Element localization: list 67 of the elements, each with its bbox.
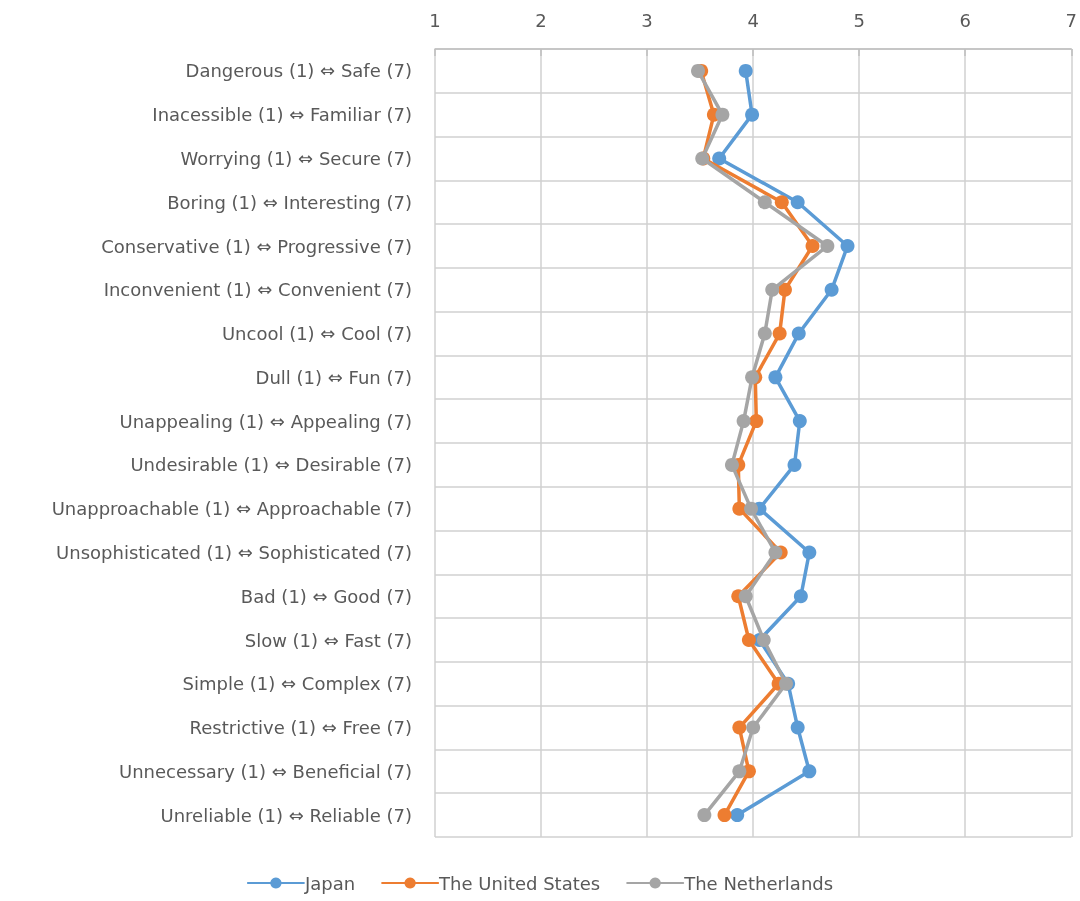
point	[724, 457, 739, 472]
point	[746, 720, 761, 735]
point	[732, 764, 747, 779]
y-tick-label: Restrictive (1) ⇔ Free (7)	[189, 717, 412, 739]
point	[717, 808, 732, 823]
point	[791, 326, 806, 341]
x-tick-label: 7	[1065, 9, 1077, 31]
y-tick-label: Unsophisticated (1) ⇔ Sophisticated (7)	[56, 541, 412, 563]
y-tick-label: Unreliable (1) ⇔ Reliable (7)	[160, 804, 412, 826]
point	[757, 326, 772, 341]
y-tick-label: Slow (1) ⇔ Fast (7)	[244, 629, 412, 651]
x-tick-label: 4	[747, 9, 759, 31]
point	[820, 239, 835, 253]
x-tick-label: 3	[641, 9, 653, 31]
y-tick-label: Undesirable (1) ⇔ Desirable (7)	[130, 454, 412, 476]
point	[756, 633, 771, 647]
y-tick-label: Dull (1) ⇔ Fun (7)	[255, 366, 412, 388]
point	[793, 589, 808, 604]
point	[824, 282, 839, 297]
point	[745, 107, 760, 122]
point	[757, 195, 772, 210]
point	[792, 414, 807, 429]
point	[732, 720, 747, 735]
point	[715, 107, 730, 122]
point	[732, 501, 747, 516]
y-tick-label: Dangerous (1) ⇔ Safe (7)	[185, 60, 412, 82]
point	[738, 63, 753, 78]
legend-label: The United States	[438, 872, 601, 894]
x-tick-label: 2	[535, 9, 547, 31]
point	[790, 720, 805, 735]
point	[777, 282, 792, 297]
point	[738, 589, 753, 604]
y-tick-label: Worrying (1) ⇔ Secure (7)	[180, 147, 412, 169]
point	[774, 195, 789, 210]
y-tick-label: Unnecessary (1) ⇔ Beneficial (7)	[118, 760, 412, 782]
y-tick-label: Conservative (1) ⇔ Progressive (7)	[101, 235, 412, 257]
point	[802, 764, 817, 779]
y-tick-label: Simple (1) ⇔ Complex (7)	[182, 673, 412, 695]
point	[772, 326, 787, 341]
y-tick-label: Boring (1) ⇔ Interesting (7)	[167, 191, 412, 213]
y-tick-label: Inacessible (1) ⇔ Familiar (7)	[152, 104, 412, 126]
point	[765, 282, 780, 297]
point	[768, 370, 783, 385]
point	[730, 808, 745, 823]
point	[741, 633, 756, 647]
y-tick-label: Uncool (1) ⇔ Cool (7)	[221, 323, 412, 345]
x-tick-label: 5	[853, 9, 865, 31]
point	[749, 414, 764, 429]
y-tick-label: Unappealing (1) ⇔ Appealing (7)	[119, 410, 412, 432]
point	[736, 414, 751, 429]
point	[790, 195, 805, 210]
point	[744, 501, 759, 516]
x-tick-label: 6	[959, 9, 971, 31]
point	[805, 239, 820, 253]
point	[697, 808, 712, 823]
y-tick-label: Inconvenient (1) ⇔ Convenient (7)	[103, 279, 412, 301]
legend-label: The Netherlands	[683, 872, 834, 894]
point	[840, 239, 855, 253]
point	[802, 545, 817, 560]
point	[712, 151, 727, 166]
y-tick-label: Unapproachable (1) ⇔ Approachable (7)	[51, 498, 412, 520]
point	[691, 63, 705, 78]
point	[787, 457, 802, 472]
point	[768, 545, 783, 560]
x-tick-label: 1	[429, 9, 441, 31]
legend-label: Japan	[303, 872, 356, 894]
y-tick-label: Bad (1) ⇔ Good (7)	[240, 585, 412, 607]
